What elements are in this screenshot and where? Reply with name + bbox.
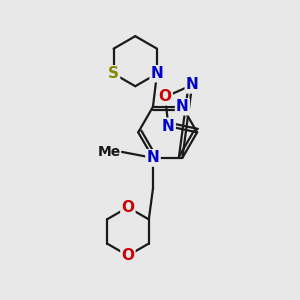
Text: N: N (151, 66, 163, 81)
Text: N: N (176, 99, 189, 114)
Text: Me: Me (97, 145, 121, 159)
Text: N: N (147, 150, 159, 165)
Text: O: O (122, 200, 134, 215)
Text: N: N (186, 77, 199, 92)
Text: N: N (147, 150, 159, 165)
Text: O: O (122, 248, 134, 263)
Text: S: S (108, 66, 119, 81)
Text: O: O (159, 89, 172, 104)
Text: N: N (162, 119, 175, 134)
